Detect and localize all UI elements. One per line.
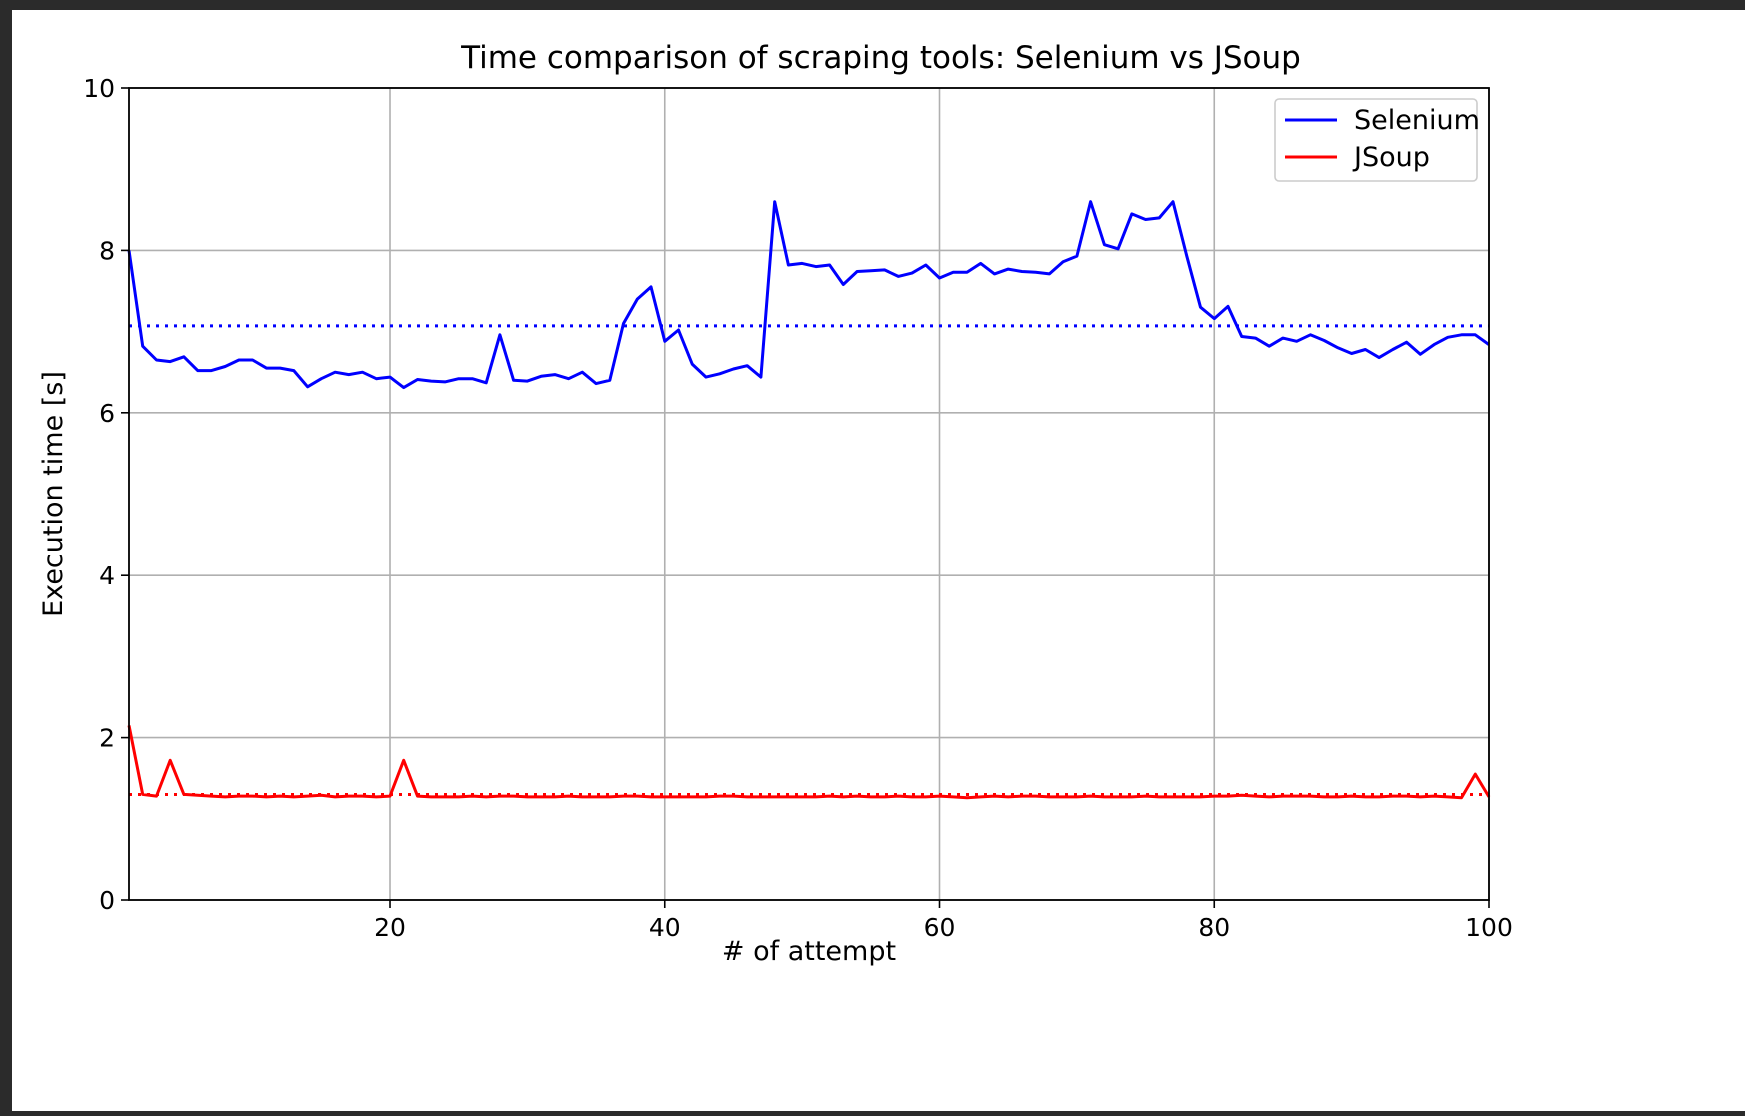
x-axis-ticks: 20 40 60 80 100 [374, 900, 1513, 942]
y-axis-ticks: 0 2 4 6 8 10 [83, 74, 129, 915]
chart-title: Time comparison of scraping tools: Selen… [460, 40, 1301, 76]
legend-label-jsoup: JSoup [1352, 142, 1430, 173]
series-line-selenium [127, 200, 1490, 390]
plot-area-frame [128, 87, 1490, 901]
x-tick-label: 80 [1198, 913, 1230, 942]
y-axis-label: Execution time [s] [38, 371, 69, 617]
y-tick-label: 2 [99, 724, 115, 753]
mean-reference-lines [129, 324, 1489, 796]
legend: Selenium JSoup [1274, 98, 1480, 182]
x-tick-label: 60 [924, 913, 956, 942]
legend-label-selenium: Selenium [1354, 105, 1480, 136]
x-tick-label: 40 [649, 913, 681, 942]
y-tick-label: 6 [99, 399, 115, 428]
y-tick-label: 4 [99, 561, 115, 590]
x-tick-label: 20 [374, 913, 406, 942]
y-tick-label: 10 [83, 74, 115, 103]
y-tick-label: 0 [99, 886, 115, 915]
data-series [127, 200, 1491, 800]
x-axis-label: # of attempt [722, 936, 896, 967]
line-chart: Time comparison of scraping tools: Selen… [38, 40, 1513, 967]
y-tick-label: 8 [99, 236, 115, 265]
series-line-jsoup [127, 725, 1491, 800]
x-tick-label: 100 [1465, 913, 1513, 942]
grid-lines [129, 87, 1490, 901]
chart-figure: Time comparison of scraping tools: Selen… [12, 10, 1745, 1111]
